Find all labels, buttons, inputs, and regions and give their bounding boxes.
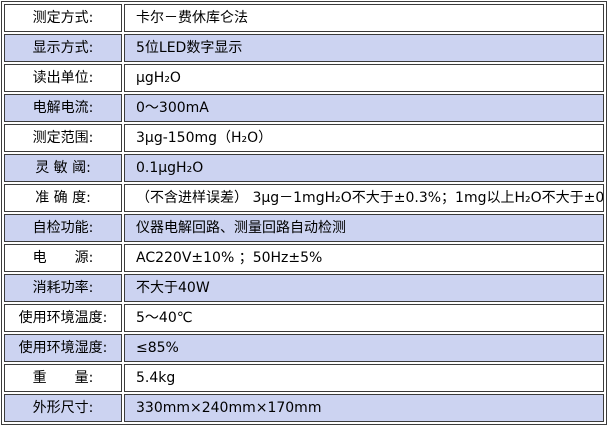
spec-row-label: 测定方式:: [4, 4, 122, 32]
spec-row: 准 确 度: （不含进样误差） 3μg－1mgH₂O不大于±0.3%；1mg以上…: [4, 184, 604, 212]
spec-row-value: 0～300mA: [124, 94, 604, 122]
spec-row-value: 0.1μgH₂O: [124, 154, 604, 182]
spec-row: 测定方式: 卡尔－费休库仑法: [4, 4, 604, 32]
spec-row: 电 源: AC220V±10% ；50Hz±5%: [4, 244, 604, 272]
spec-row: 电解电流: 0～300mA: [4, 94, 604, 122]
spec-row-label: 重 量:: [4, 364, 122, 392]
spec-row-label: 电 源:: [4, 244, 122, 272]
spec-row: 使用环境湿度: ≤85%: [4, 334, 604, 362]
spec-row-value: 不大于40W: [124, 274, 604, 302]
spec-row-label: 使用环境温度:: [4, 304, 122, 332]
spec-row-value: AC220V±10% ；50Hz±5%: [124, 244, 604, 272]
spec-row: 重 量: 5.4kg: [4, 364, 604, 392]
spec-row-label: 读出单位:: [4, 64, 122, 92]
spec-row-label: 显示方式:: [4, 34, 122, 62]
spec-row-label: 使用环境湿度:: [4, 334, 122, 362]
spec-row-label: 准 确 度:: [4, 184, 122, 212]
spec-row-label: 消耗功率:: [4, 274, 122, 302]
spec-row-value: （不含进样误差） 3μg－1mgH₂O不大于±0.3%；1mg以上H₂O不大于±…: [124, 184, 604, 212]
spec-row-value: 3μg-150mg（H₂O）: [124, 124, 604, 152]
spec-row: 读出单位: μgH₂O: [4, 64, 604, 92]
spec-row-value: 330mm×240mm×170mm: [124, 394, 604, 422]
spec-row-label: 自检功能:: [4, 214, 122, 242]
spec-row-label: 电解电流:: [4, 94, 122, 122]
spec-row-value: μgH₂O: [124, 64, 604, 92]
spec-row: 自检功能: 仪器电解回路、测量回路自动检测: [4, 214, 604, 242]
spec-row: 使用环境温度: 5～40℃: [4, 304, 604, 332]
spec-row: 测定范围: 3μg-150mg（H₂O）: [4, 124, 604, 152]
spec-row-value: 卡尔－费休库仑法: [124, 4, 604, 32]
spec-row-value: 5位LED数字显示: [124, 34, 604, 62]
spec-table: 测定方式: 卡尔－费休库仑法 显示方式: 5位LED数字显示 读出单位: μgH…: [1, 1, 607, 425]
spec-row-value: ≤85%: [124, 334, 604, 362]
spec-row: 外形尺寸: 330mm×240mm×170mm: [4, 394, 604, 422]
spec-row: 灵 敏 阈: 0.1μgH₂O: [4, 154, 604, 182]
spec-row: 显示方式: 5位LED数字显示: [4, 34, 604, 62]
spec-row: 消耗功率: 不大于40W: [4, 274, 604, 302]
spec-row-label: 外形尺寸:: [4, 394, 122, 422]
spec-row-value: 5.4kg: [124, 364, 604, 392]
spec-row-value: 5～40℃: [124, 304, 604, 332]
spec-row-label: 灵 敏 阈:: [4, 154, 122, 182]
spec-row-label: 测定范围:: [4, 124, 122, 152]
spec-row-value: 仪器电解回路、测量回路自动检测: [124, 214, 604, 242]
